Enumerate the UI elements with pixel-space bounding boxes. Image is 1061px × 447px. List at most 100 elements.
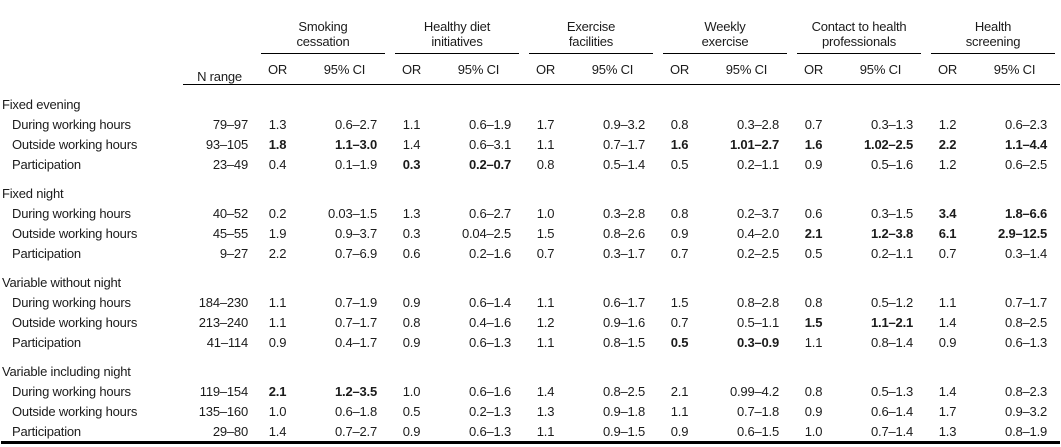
n-range-value: 45–55	[212, 225, 248, 241]
or-value: 1.1	[536, 294, 555, 310]
group-header-row: N range Smoking cessation Healthy diet init…	[1, 4, 1060, 85]
or-value: 1.0	[536, 205, 555, 221]
ci-value: 0.5–1.4	[603, 156, 645, 172]
or-value: 1.8	[268, 136, 287, 152]
row-label: During working hours	[12, 116, 131, 132]
or-value: 1.0	[792, 421, 835, 444]
ci-value: 0.3–1.4	[1005, 245, 1048, 261]
col-group-smoking-cessation: Smoking cessation	[256, 4, 390, 54]
or-value: 1.3	[926, 421, 970, 444]
col-group-title-line: Exercise	[566, 19, 616, 34]
ci-value: 0.2–1.1	[737, 156, 779, 172]
ci-value: 0.8–1.5	[603, 334, 645, 350]
or-value: 0.8	[670, 205, 689, 221]
or-value: 1.1	[524, 421, 567, 444]
row-label: Outside working hours	[12, 403, 138, 419]
data-row: Outside working hours 45–55 1.9 0.9–3.7 0.3 0…	[1, 223, 1060, 243]
ci-value: 0.6–1.7	[603, 294, 645, 310]
col-group-title-line: exercise	[701, 34, 749, 49]
ci-value: 0.9–3.2	[1005, 403, 1048, 419]
or-value: 1.1	[402, 116, 421, 132]
or-value: 0.7	[670, 245, 689, 261]
section-label: Variable without night	[2, 275, 121, 290]
ci-value: 0.2–0.7	[469, 156, 511, 172]
or-value: 0.9	[390, 421, 433, 444]
table-body: Fixed evening During working hours 79–97 1.…	[1, 85, 1061, 444]
or-value: 0.6	[402, 245, 421, 261]
or-value: 0.8	[670, 116, 689, 132]
or-value: 0.7	[804, 116, 823, 132]
ci-value: 1.2–3.5	[335, 383, 377, 399]
ci-value: 0.6–2.5	[1005, 156, 1048, 172]
ci-value: 0.1–1.9	[335, 156, 377, 172]
or-value: 1.6	[670, 136, 689, 152]
or-value: 0.7	[938, 245, 957, 261]
col-header-n-range: N range	[183, 4, 256, 85]
ci-value: 0.99–4.2	[729, 383, 779, 399]
data-row: Participation 29–80 1.4 0.7–2.7 0.9 0.6–1.3 1.…	[1, 421, 1061, 444]
or-value: 0.9	[670, 225, 689, 241]
or-value: 0.4	[268, 156, 287, 172]
or-value: 1.7	[536, 116, 555, 132]
ci-value: 0.7–1.7	[603, 136, 645, 152]
or-value: 2.2	[268, 245, 287, 261]
col-group-health-screening: Health screening	[926, 4, 1060, 54]
ci-value: 0.6–1.4	[469, 294, 511, 310]
ci-value: 0.8–2.6	[603, 225, 645, 241]
col-header-or: OR	[256, 54, 299, 85]
col-group-title-line: screening	[965, 34, 1021, 49]
or-value: 0.9	[268, 334, 287, 350]
col-group-title-line: professionals	[822, 34, 896, 49]
ci-value: 0.2–1.6	[469, 245, 511, 261]
col-group-exercise-facilities: Exercise facilities	[524, 4, 658, 54]
ci-value: 0.04–2.5	[461, 225, 511, 241]
section-label: Fixed evening	[2, 97, 81, 112]
ci-value: 0.2–1.3	[469, 403, 511, 419]
data-row: During working hours 79–97 1.3 0.6–2.7 1.1 0.…	[1, 114, 1060, 134]
col-group-healthy-diet-initiatives: Healthy diet initiatives	[390, 4, 524, 54]
ci-value: 0.2–3.7	[737, 205, 779, 221]
or-value: 1.1	[268, 294, 287, 310]
col-group-title: Contact to health professionals	[797, 19, 922, 54]
row-label: Outside working hours	[12, 314, 138, 330]
ci-value: 0.8–2.5	[1005, 314, 1048, 330]
ci-value: 0.5–1.1	[737, 314, 779, 330]
or-value: 0.3	[402, 156, 421, 172]
or-value: 1.5	[804, 314, 823, 330]
or-value: 1.9	[268, 225, 287, 241]
row-label-column-header	[1, 4, 183, 85]
section-header-row: Variable including night	[1, 352, 1060, 381]
or-value: 1.5	[670, 294, 689, 310]
n-range-value: 29–80	[183, 421, 256, 444]
section-label: Variable including night	[2, 364, 131, 379]
or-value: 1.4	[938, 383, 957, 399]
col-header-95ci: 95% CI	[835, 54, 927, 85]
row-label: During working hours	[12, 294, 131, 310]
ci-value: 0.7–1.9	[335, 294, 377, 310]
data-row: Outside working hours 213–240 1.1 0.7–1.7 0.…	[1, 312, 1060, 332]
row-label: Outside working hours	[12, 225, 138, 241]
col-header-or: OR	[792, 54, 835, 85]
ci-value: 0.03–1.5	[327, 205, 377, 221]
odds-ratio-table: N range Smoking cessation Healthy diet init…	[1, 4, 1061, 444]
ci-value: 2.9–12.5	[998, 225, 1048, 241]
or-value: 1.1	[536, 136, 555, 152]
n-range-value: 79–97	[212, 116, 248, 132]
or-value: 1.4	[536, 383, 555, 399]
or-value: 0.2	[268, 205, 287, 221]
col-header-95ci: 95% CI	[969, 54, 1061, 85]
ci-value: 0.7–1.7	[1005, 294, 1048, 310]
n-range-value: 23–49	[212, 156, 248, 172]
ci-value: 0.7–2.7	[299, 421, 390, 444]
ci-value: 0.6–1.8	[335, 403, 377, 419]
ci-value: 0.3–1.5	[871, 205, 914, 221]
ci-value: 0.5–1.6	[871, 156, 914, 172]
ci-value: 0.6–1.3	[433, 421, 524, 444]
col-header-or: OR	[926, 54, 970, 85]
section-header-row: Variable without night	[1, 263, 1060, 292]
or-value: 0.9	[804, 156, 823, 172]
ci-value: 0.8–2.5	[603, 383, 645, 399]
ci-value: 0.6–1.3	[469, 334, 511, 350]
ci-value: 0.6–1.6	[469, 383, 511, 399]
row-label: Participation	[12, 334, 81, 350]
